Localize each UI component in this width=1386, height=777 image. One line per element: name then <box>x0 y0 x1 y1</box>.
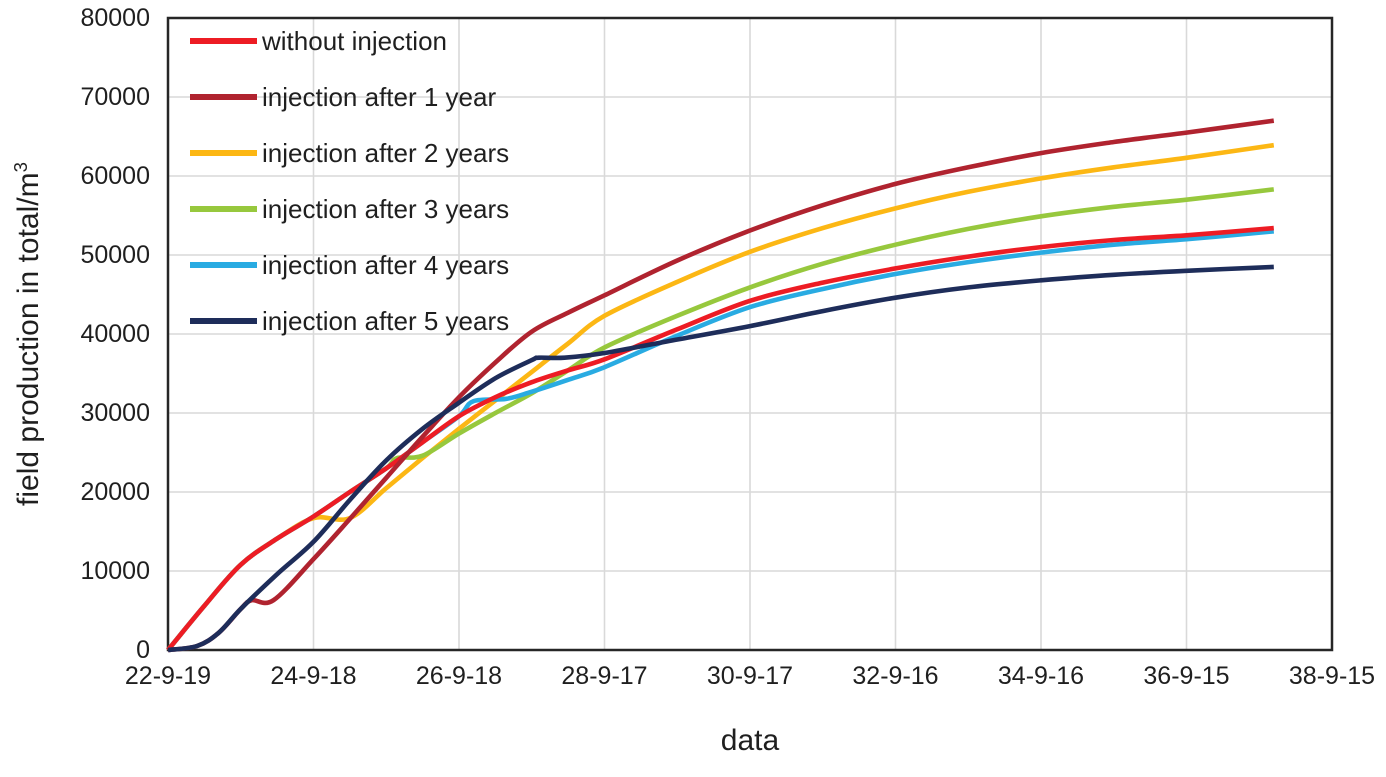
plot-frame <box>166 16 1334 652</box>
series-line-injection-after-5-years <box>167 264 1274 653</box>
legend-label: injection after 1 year <box>262 81 497 112</box>
x-tick-label: 30-9-17 <box>706 662 794 690</box>
legend-item: injection after 4 years <box>190 237 509 293</box>
x-tick-label: 34-9-16 <box>997 662 1085 690</box>
legend-label: injection after 4 years <box>262 249 510 280</box>
legend-label: injection after 2 years <box>262 137 510 168</box>
series-line-without-injection <box>166 225 1274 652</box>
y-tick-label: 80000 <box>80 4 150 32</box>
legend-item: injection after 1 year <box>190 69 509 125</box>
legend-swatch <box>190 150 257 156</box>
x-tick-label: 36-9-15 <box>1143 662 1230 690</box>
x-tick-label: 24-9-18 <box>270 662 357 690</box>
legend-label: injection after 5 years <box>262 305 510 336</box>
legend-swatch <box>190 206 257 212</box>
legend-item: without injection <box>190 13 509 69</box>
x-tick-label: 22-9-19 <box>124 662 212 690</box>
y-tick-label: 0 <box>136 636 150 664</box>
y-tick-label: 70000 <box>80 83 150 111</box>
legend: without injection injection after 1 year i… <box>190 13 509 349</box>
x-axis-title: data <box>720 724 780 757</box>
x-tick-label: 28-9-17 <box>561 662 648 690</box>
legend-label: without injection <box>262 25 447 56</box>
y-tick-label: 30000 <box>80 399 150 427</box>
legend-swatch <box>190 318 257 324</box>
x-tick-label: 26-9-18 <box>415 662 503 690</box>
y-tick-label: 50000 <box>80 241 150 269</box>
legend-swatch <box>190 262 257 268</box>
y-tick-label: 20000 <box>80 478 150 506</box>
x-tick-label: 38-9-15 <box>1288 662 1376 690</box>
legend-label: injection after 3 years <box>262 193 510 224</box>
legend-swatch <box>190 94 257 100</box>
legend-item: injection after 2 years <box>190 125 509 181</box>
legend-item: injection after 5 years <box>190 293 509 349</box>
y-tick-label: 40000 <box>80 320 150 348</box>
legend-item: injection after 3 years <box>190 181 509 237</box>
y-tick-label: 10000 <box>80 557 150 585</box>
x-tick-label: 32-9-16 <box>852 662 939 690</box>
legend-swatch <box>190 38 257 44</box>
y-tick-label: 60000 <box>80 162 150 190</box>
